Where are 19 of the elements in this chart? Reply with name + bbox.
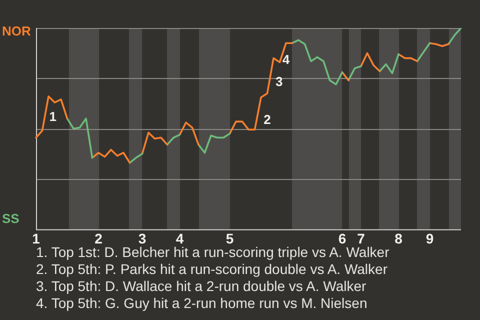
text: SS: [2, 210, 20, 226]
text: 3. Top 5th: D. Wallace hit a 2-run double vs A. Walker: [36, 278, 368, 295]
x-tick-label: 5: [226, 230, 234, 246]
x-tick-label: 8: [394, 230, 403, 246]
x-tick-label: 9: [426, 230, 434, 246]
annotation: 2: [264, 112, 271, 128]
text: 2. Top 5th: P. Parks hit a run-scoring double vs A. Walker: [36, 261, 388, 278]
text: 1. Top 1st: D. Belcher hit a run-scoring triple vs A. Walker: [36, 244, 390, 261]
annotation: 3: [276, 74, 283, 89]
annotation: 4: [282, 52, 290, 67]
x-tick-label: 6: [338, 230, 346, 246]
text: NOR: [2, 24, 32, 39]
x-tick-label: 1: [32, 230, 40, 246]
x-tick-label: 3: [138, 230, 146, 246]
annotation: 1: [49, 109, 56, 124]
text: 4. Top 5th: G. Guy hit a 2-run home run vs M. Nielsen: [36, 295, 368, 312]
x-tick-label: 7: [357, 230, 366, 246]
x-tick-label: 4: [176, 230, 184, 246]
x-tick-label: 2: [94, 230, 103, 246]
